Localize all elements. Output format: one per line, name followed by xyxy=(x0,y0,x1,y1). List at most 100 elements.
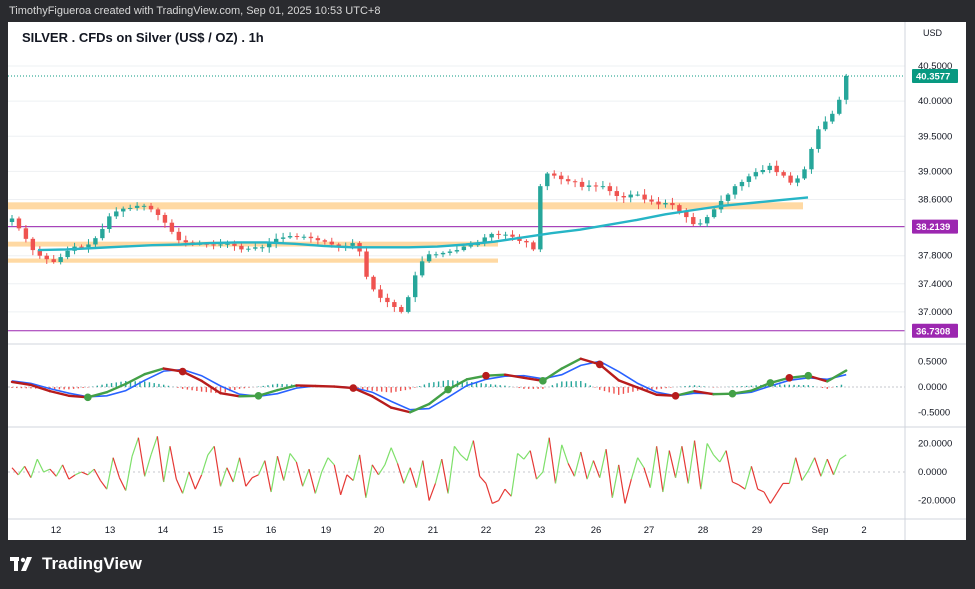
candle-body xyxy=(823,121,828,130)
time-tick-label: 19 xyxy=(321,525,332,536)
macd-line-segment xyxy=(29,383,52,393)
osc-line-segment xyxy=(207,445,215,456)
osc-line-segment xyxy=(795,457,803,481)
candle-body xyxy=(329,241,334,245)
candle-body xyxy=(538,186,543,250)
level-price-label: 36.7308 xyxy=(916,326,950,337)
support-resistance-zone xyxy=(8,241,498,247)
macd-cross-up-marker xyxy=(254,391,263,400)
candle-body xyxy=(211,244,216,246)
candle-body xyxy=(86,244,91,248)
candle-body xyxy=(287,236,293,238)
osc-line-segment xyxy=(510,453,519,497)
macd-line-segment xyxy=(371,395,393,409)
osc-line-segment xyxy=(820,458,828,477)
macd-tick-label: 0.5000 xyxy=(918,356,947,367)
osc-line-segment xyxy=(624,478,632,504)
candle-body xyxy=(169,222,175,232)
osc-tick-label: -20.0000 xyxy=(918,496,956,507)
macd-line-segment xyxy=(560,357,582,370)
osc-line-segment xyxy=(264,460,272,493)
candle-body xyxy=(691,217,696,225)
macd-line-segment xyxy=(200,379,222,395)
time-tick-label: 26 xyxy=(591,525,602,536)
osc-line-segment xyxy=(434,458,443,484)
candle-body xyxy=(30,238,36,251)
candle-body xyxy=(809,148,814,170)
osc-line-segment xyxy=(738,484,746,490)
candle-body xyxy=(725,194,731,201)
time-tick-label: 14 xyxy=(158,525,169,536)
osc-line-segment xyxy=(814,457,822,477)
osc-line-segment xyxy=(725,450,734,483)
osc-line-segment xyxy=(554,444,563,484)
currency-label: USD xyxy=(923,28,943,38)
candle-body xyxy=(378,289,383,298)
osc-line-segment xyxy=(390,447,399,464)
osc-line-segment xyxy=(144,454,152,477)
candle-body xyxy=(614,191,620,196)
macd-line-segment xyxy=(48,389,71,397)
candle-body xyxy=(308,236,314,239)
candle-body xyxy=(121,208,126,212)
osc-line-segment xyxy=(548,437,557,484)
footer: TradingView xyxy=(0,540,975,589)
candle-body xyxy=(552,173,557,176)
osc-line-segment xyxy=(219,467,228,487)
osc-line-segment xyxy=(226,467,234,483)
osc-line-segment xyxy=(295,461,304,487)
candle-body xyxy=(267,243,272,248)
chart-area[interactable]: 40.500040.000039.500039.000038.600038.20… xyxy=(8,22,966,540)
osc-line-segment xyxy=(87,468,95,476)
osc-line-segment xyxy=(479,475,487,484)
macd-cross-down-marker xyxy=(595,360,604,369)
osc-line-segment xyxy=(706,443,715,456)
osc-line-segment xyxy=(441,459,449,494)
time-tick-label: 15 xyxy=(213,525,224,536)
macd-cross-up-marker xyxy=(804,371,813,380)
osc-line-segment xyxy=(649,446,658,488)
macd-tick-label: -0.5000 xyxy=(918,408,950,419)
osc-line-segment xyxy=(693,440,702,490)
osc-line-segment xyxy=(687,440,696,484)
macd-tick-label: 0.0000 xyxy=(918,382,947,393)
candle-body xyxy=(837,99,842,114)
candle-body xyxy=(642,194,647,200)
price-tick-label: 39.5000 xyxy=(918,131,952,142)
candle-body xyxy=(774,165,779,173)
macd-cross-up-marker xyxy=(539,377,547,385)
osc-line-segment xyxy=(599,449,607,478)
macd-line-segment xyxy=(617,379,639,389)
macd-line-segment xyxy=(503,373,526,379)
osc-line-segment xyxy=(656,446,664,493)
candle-body xyxy=(148,205,154,210)
candle-body xyxy=(545,173,550,187)
osc-line-segment xyxy=(643,467,651,488)
osc-line-segment xyxy=(289,453,297,463)
osc-line-segment xyxy=(378,464,386,476)
candle-body xyxy=(134,205,140,208)
candle-body xyxy=(364,251,369,277)
chart-svg[interactable]: 40.500040.000039.500039.000038.600038.20… xyxy=(8,22,966,540)
osc-line-segment xyxy=(573,451,582,477)
osc-line-segment xyxy=(681,446,689,484)
osc-line-segment xyxy=(340,474,348,496)
osc-line-segment xyxy=(17,465,26,476)
candle-body xyxy=(482,237,487,244)
osc-line-segment xyxy=(283,453,291,481)
candle-body xyxy=(107,216,112,230)
macd-cross-up-marker xyxy=(766,379,775,387)
candle-body xyxy=(37,250,43,256)
candle-body xyxy=(141,205,147,207)
osc-line-segment xyxy=(807,457,816,471)
osc-line-segment xyxy=(757,488,765,493)
osc-line-segment xyxy=(719,450,727,463)
macd-cross-down-marker xyxy=(482,371,490,380)
osc-line-segment xyxy=(74,471,82,476)
osc-line-segment xyxy=(118,477,127,491)
osc-line-segment xyxy=(43,468,51,473)
macd-cross-down-marker xyxy=(785,373,794,382)
osc-line-segment xyxy=(605,449,613,498)
osc-line-segment xyxy=(466,440,474,461)
tradingview-logo[interactable]: TradingView xyxy=(10,554,142,574)
